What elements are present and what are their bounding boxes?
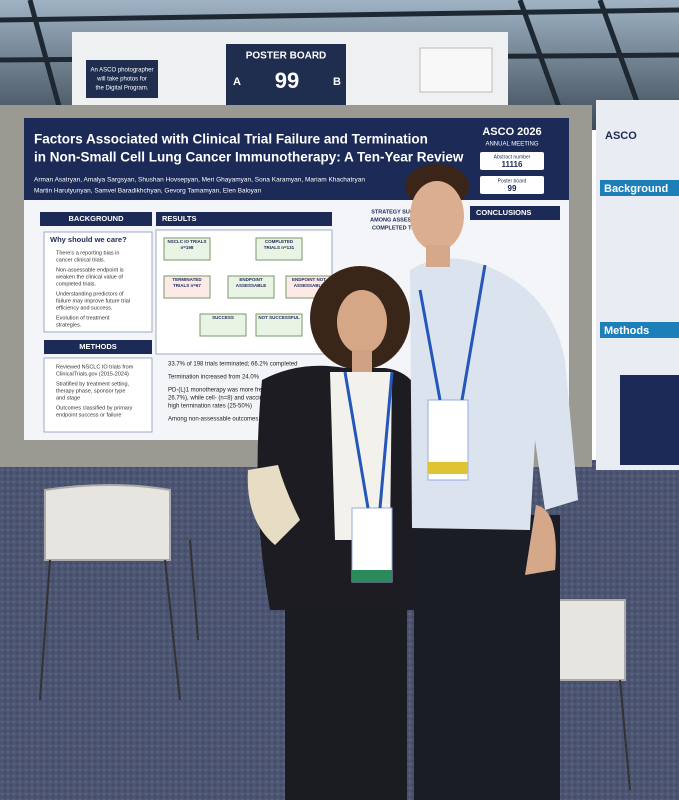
flow-label: SUCCESS (212, 315, 234, 320)
flow-label-wrap: ENDPOINT ASSESSABLE (235, 277, 267, 288)
bullet-text: Non-assessable endpoint is (56, 267, 124, 273)
finding-text: PD-(L)1 monotherapy was more frequent (168, 388, 277, 394)
flow-box (255, 237, 303, 261)
notice-box (86, 60, 158, 98)
flow-label-wrap: TERMINATED TRIALS n=67 (172, 277, 202, 288)
bullet-text: and stage (56, 395, 80, 401)
person-man (405, 164, 578, 800)
poster-board-number: 99 (508, 184, 517, 193)
side-methods: Methods (604, 325, 649, 337)
poster-title: Factors Associated with Clinical Trial F… (34, 132, 428, 147)
strategy-text: AMONG ASSESSABLE (370, 217, 430, 223)
board-label: POSTER BOARD (246, 51, 327, 62)
person-woman (247, 266, 425, 800)
bullet-text: Understanding predictors of (56, 291, 124, 297)
flow-label: COMPLETED TRIALS n=131 (263, 239, 295, 250)
poster-header (24, 118, 569, 200)
flow-label: TERMINATED TRIALS n=67 (172, 277, 202, 288)
strategy-text: COMPLETED TRIALS (372, 225, 428, 231)
background-box (43, 231, 153, 333)
methods-box (43, 357, 153, 433)
flow-label: NSCLC IO TRIALS n=198 (167, 239, 207, 250)
abstract-box (480, 152, 544, 170)
side-header-bg (600, 180, 679, 196)
section-header: RESULTS (162, 214, 196, 223)
bullet-text: therapy phase, sponsor type (56, 388, 125, 394)
flow-label: NOT SUCCESSFUL (258, 315, 300, 320)
side-b: B (333, 76, 341, 88)
board-number: 99 (275, 68, 299, 93)
flow-box (163, 275, 211, 299)
flow-label-wrap: ENDPOINT NOT ASSESSABLE (291, 277, 326, 288)
authors: Martin Harutyunyan, Samvel Baradikhchyan… (34, 188, 262, 195)
abstract-number: 11116 (502, 160, 523, 169)
bullet-text: strategies. (56, 322, 82, 328)
notice-text: will take photos for (96, 77, 147, 83)
strategy-text: STRATEGY SUCCESS (371, 209, 429, 215)
bullet-text: Reviewed NSCLC IO trials from (56, 364, 134, 370)
finding-text: Termination increased from 24.0% (168, 375, 260, 381)
board-number-box (226, 44, 346, 106)
authors: Arman Asatryan, Amalya Sargsyan, Shushan… (34, 177, 365, 184)
flow-box (255, 313, 303, 337)
bullet-text: Evolution of treatment (56, 315, 110, 321)
flow-label-wrap: NOT SUCCESSFUL (258, 315, 300, 320)
board-box (480, 176, 544, 194)
section-header-bg (40, 212, 152, 226)
chair (39, 484, 199, 701)
bullet-text: ClinicalTrials.gov (2015-2024) (56, 371, 129, 377)
bullet-text: completed trials. (56, 281, 97, 287)
flow-label: ENDPOINT ASSESSABLE (235, 277, 267, 288)
finding-text: 33.7% of 198 trials terminated; 66.2% co… (168, 362, 297, 368)
meeting: ASCO 2026 (482, 126, 541, 138)
section-header-bg (44, 340, 152, 354)
finding-text: 26.7%), while cell- (n=8) and vaccine (168, 396, 267, 402)
side-a: A (233, 76, 241, 88)
bullet-text: weaken the clinical value of (55, 274, 123, 280)
flow-box (227, 275, 275, 299)
finding-text: Among non-assessable outcomes (168, 417, 258, 423)
bullet-text: efficiency and success. (56, 305, 113, 311)
section-header: BACKGROUND (69, 214, 125, 223)
flow-box (199, 313, 247, 337)
section-header-bg (470, 206, 560, 220)
bullet-text: There's a reporting bias in (56, 250, 119, 256)
notice-text: the Digital Program. (95, 86, 148, 92)
side-background: Background (604, 183, 668, 195)
section-header-bg (156, 212, 332, 226)
bullet-text: endpoint success or failure (56, 412, 121, 418)
abstract-label: Abstract number (494, 154, 531, 160)
poster-board-label: Poster board (498, 178, 527, 184)
finding-text: high termination rates (25-50%) (168, 404, 252, 410)
lanyards (343, 264, 487, 509)
section-header: CONCLUSIONS (476, 208, 531, 217)
flow-label-wrap: NSCLC IO TRIALS n=198 (167, 239, 207, 250)
question: Why should we care? (50, 235, 127, 244)
bullet-text: Stratified by treatment setting, (56, 381, 130, 387)
flow-label: ENDPOINT NOT ASSESSABLE (291, 277, 326, 288)
sign-diagram (419, 47, 493, 93)
bullet-text: failure may improve future trial (56, 298, 130, 304)
side-header-bg (600, 322, 679, 338)
poster-title: in Non-Small Cell Lung Cancer Immunother… (34, 150, 464, 165)
flow-label-wrap: COMPLETED TRIALS n=131 (263, 239, 295, 250)
bullet-text: cancer clinical trials. (56, 257, 106, 263)
meeting-sub: ANNUAL MEETING (485, 142, 538, 148)
notice-text: An ASCO photographer (90, 68, 153, 74)
side-brand: ASCO (605, 130, 637, 142)
side-box (620, 375, 679, 465)
section-header: METHODS (79, 342, 117, 351)
bullet-text: Outcomes classified by primary (56, 405, 133, 411)
flow-box (163, 237, 211, 261)
flow-label-wrap: SUCCESS (212, 315, 234, 320)
